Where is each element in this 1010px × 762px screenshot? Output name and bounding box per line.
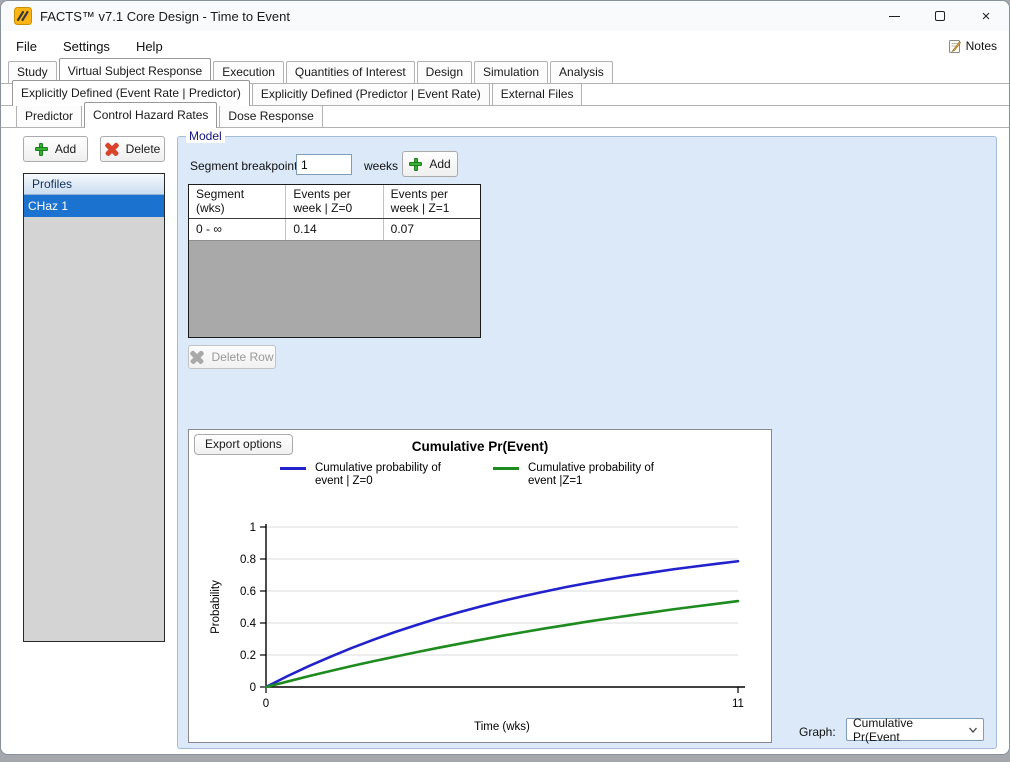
add-plus-icon bbox=[34, 142, 48, 156]
cell-events-z1[interactable]: 0.07 bbox=[390, 222, 415, 236]
notes-icon bbox=[948, 39, 961, 53]
delete-profile-label: Delete bbox=[125, 142, 161, 156]
chart-legend: Cumulative probability of event | Z=0 Cu… bbox=[189, 462, 771, 488]
menu-settings[interactable]: Settings bbox=[62, 38, 110, 54]
col-header-events-z1-line1: Events per bbox=[390, 187, 449, 201]
tab-dose-response[interactable]: Dose Response bbox=[219, 105, 323, 127]
svg-text:1: 1 bbox=[250, 522, 256, 534]
page-content: Add Delete Profiles CHaz 1 Model Segment… bbox=[1, 128, 1009, 754]
cell-segment-range[interactable]: 0 - ∞ bbox=[189, 219, 287, 240]
delete-profile-button[interactable]: Delete bbox=[100, 136, 165, 162]
chart-title: Cumulative Pr(Event) bbox=[411, 439, 549, 454]
tab-explicitly-defined-predictor-event-rate[interactable]: Explicitly Defined (Predictor | Event Ra… bbox=[251, 83, 490, 105]
tab-analysis[interactable]: Analysis bbox=[550, 61, 613, 83]
close-icon: × bbox=[981, 7, 991, 25]
segments-table-header: Segment (wks) Events per week | Z=0 Even… bbox=[189, 185, 480, 219]
tab-execution[interactable]: Execution bbox=[213, 61, 284, 83]
app-logo-icon bbox=[14, 7, 32, 25]
tab-external-files[interactable]: External Files bbox=[491, 83, 583, 105]
model-groupbox: Model Segment breakpoint: weeks Add Segm… bbox=[177, 129, 997, 749]
delete-row-label: Delete Row bbox=[211, 350, 274, 364]
col-header-events-z0-line2: week | Z=0 bbox=[293, 201, 353, 215]
segment-breakpoint-label: Segment breakpoint: bbox=[190, 159, 301, 173]
col-header-segment-line2: (wks) bbox=[196, 201, 225, 215]
delete-row-x-icon bbox=[190, 350, 204, 364]
table-row: 0 - ∞ 0.14 0.07 bbox=[189, 219, 480, 241]
notes-button[interactable]: Notes bbox=[947, 39, 997, 54]
delete-x-icon bbox=[105, 142, 119, 156]
chevron-down-icon bbox=[969, 727, 977, 733]
segment-breakpoint-units: weeks bbox=[364, 159, 399, 173]
svg-text:0.6: 0.6 bbox=[240, 586, 256, 598]
notes-label: Notes bbox=[965, 39, 997, 53]
minimize-button[interactable] bbox=[871, 1, 917, 31]
model-groupbox-label: Model bbox=[186, 129, 225, 143]
segments-table: Segment (wks) Events per week | Z=0 Even… bbox=[188, 184, 481, 338]
legend-item-z1: Cumulative probability of event |Z=1 bbox=[493, 462, 680, 488]
tabstrip-vsr: Explicitly Defined (Event Rate | Predict… bbox=[1, 80, 1009, 106]
add-segment-button[interactable]: Add bbox=[402, 151, 458, 177]
svg-text:0: 0 bbox=[263, 698, 269, 710]
tab-virtual-subject-response[interactable]: Virtual Subject Response bbox=[58, 58, 212, 84]
tab-explicitly-defined-event-rate-predictor[interactable]: Explicitly Defined (Event Rate | Predict… bbox=[12, 80, 250, 106]
profiles-list-header: Profiles bbox=[24, 174, 164, 195]
col-header-events-z1[interactable]: Events per week | Z=1 bbox=[384, 185, 480, 218]
svg-text:0.2: 0.2 bbox=[240, 650, 256, 662]
legend-line-z0 bbox=[280, 467, 306, 470]
segment-breakpoint-input[interactable] bbox=[296, 154, 352, 175]
menu-file[interactable]: File bbox=[16, 38, 37, 54]
table-empty-area bbox=[189, 241, 480, 337]
tab-simulation[interactable]: Simulation bbox=[474, 61, 549, 83]
maximize-icon bbox=[935, 11, 945, 21]
title-bar: FACTS™ v7.1 Core Design - Time to Event … bbox=[1, 1, 1009, 31]
svg-text:0: 0 bbox=[250, 682, 256, 694]
menu-help[interactable]: Help bbox=[135, 38, 163, 54]
svg-text:Time (wks): Time (wks) bbox=[474, 721, 530, 733]
col-header-events-z1-line2: week | Z=1 bbox=[390, 201, 450, 215]
graph-selector-label: Graph: bbox=[799, 725, 836, 739]
window-title: FACTS™ v7.1 Core Design - Time to Event bbox=[40, 8, 290, 24]
add-profile-label: Add bbox=[54, 142, 77, 156]
close-button[interactable]: × bbox=[963, 1, 1009, 31]
col-header-events-z0-line1: Events per bbox=[293, 187, 351, 201]
tab-study[interactable]: Study bbox=[8, 61, 57, 83]
tabstrip-hazard: Predictor Control Hazard Rates Dose Resp… bbox=[1, 102, 1009, 128]
chart-panel: Export options Cumulative Pr(Event) Cumu… bbox=[188, 429, 772, 743]
legend-label-z1: Cumulative probability of event |Z=1 bbox=[528, 462, 654, 487]
delete-row-button[interactable]: Delete Row bbox=[188, 345, 276, 369]
profile-item-chaz1[interactable]: CHaz 1 bbox=[24, 195, 164, 217]
plot-svg: 0 0.2 0.4 0.6 0.8 1 0 11 Probability Time (wks) bbox=[210, 522, 745, 733]
tab-predictor[interactable]: Predictor bbox=[16, 105, 83, 127]
col-header-segment-line1: Segment bbox=[196, 187, 245, 201]
svg-text:0.8: 0.8 bbox=[240, 554, 256, 566]
add-profile-button[interactable]: Add bbox=[23, 136, 88, 162]
tab-control-hazard-rates[interactable]: Control Hazard Rates bbox=[84, 102, 218, 128]
svg-text:0.4: 0.4 bbox=[240, 618, 257, 630]
tab-quantities-of-interest[interactable]: Quantities of Interest bbox=[285, 61, 415, 83]
svg-text:11: 11 bbox=[732, 698, 744, 710]
legend-item-z0: Cumulative probability of event | Z=0 bbox=[280, 462, 467, 488]
add-segment-plus-icon bbox=[409, 157, 423, 171]
add-segment-label: Add bbox=[429, 157, 451, 171]
graph-selector-value: Cumulative Pr(Event bbox=[853, 715, 914, 744]
menu-bar: File Settings Help Notes bbox=[1, 31, 1009, 61]
legend-line-z1 bbox=[493, 467, 519, 470]
export-options-button[interactable]: Export options bbox=[194, 434, 293, 455]
graph-selector-dropdown[interactable]: Cumulative Pr(Event bbox=[846, 715, 984, 744]
tab-design[interactable]: Design bbox=[416, 61, 473, 83]
col-header-events-z0[interactable]: Events per week | Z=0 bbox=[286, 185, 384, 218]
col-header-segment[interactable]: Segment (wks) bbox=[189, 185, 287, 218]
legend-label-z0: Cumulative probability of event | Z=0 bbox=[315, 462, 441, 487]
maximize-button[interactable] bbox=[917, 1, 963, 31]
svg-text:Probability: Probability bbox=[210, 580, 222, 634]
cell-events-z0[interactable]: 0.14 bbox=[286, 219, 384, 240]
profiles-list: Profiles CHaz 1 bbox=[23, 173, 165, 642]
tabstrip-main: Study Virtual Subject Response Execution… bbox=[1, 58, 1009, 84]
minimize-icon bbox=[888, 15, 900, 17]
